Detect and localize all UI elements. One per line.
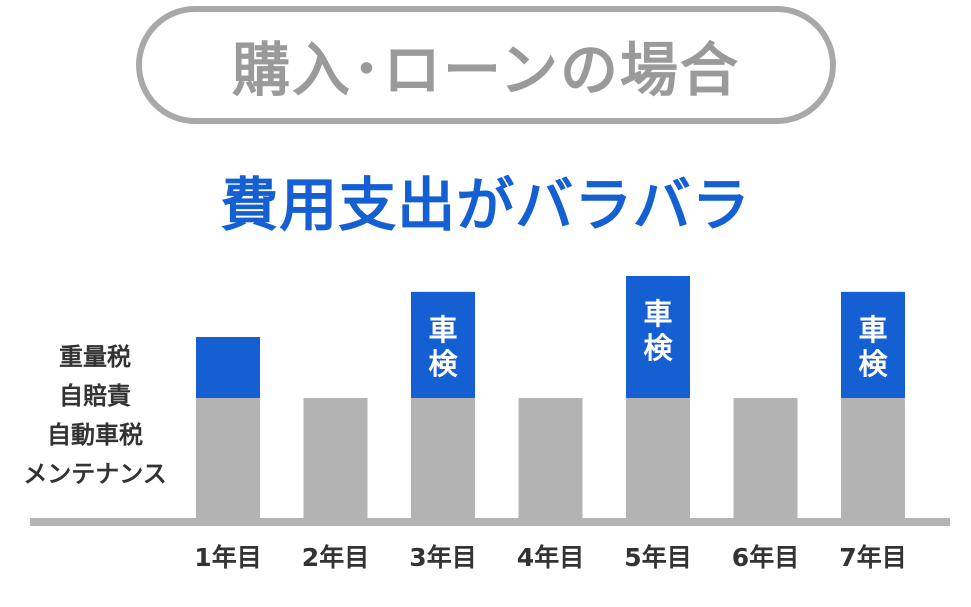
bar-segment-label: 車: [643, 297, 672, 331]
bar-segment-label: 検: [643, 331, 673, 365]
bar-base-segment: [518, 398, 583, 520]
x-tick-label: 6年目: [732, 543, 799, 572]
legend-item-maintenance: メンテナンス: [23, 460, 167, 488]
bar-base-segment: [196, 398, 260, 520]
bar-segment-label: 車: [428, 313, 457, 347]
bar-base-segment: [411, 398, 475, 520]
legend-item-weight-tax: 重量税: [59, 343, 131, 371]
x-tick-label: 5年目: [624, 543, 691, 572]
legend-item-insurance: 自賠責: [59, 382, 131, 410]
bar-base-segment: [303, 398, 368, 520]
bar-extra-segment: [626, 276, 690, 398]
headline: 費用支出がバラバラ: [220, 171, 751, 239]
bar-extra-segment: [411, 291, 475, 398]
x-tick-label: 3年目: [409, 543, 476, 572]
bar-base-segment: [626, 398, 690, 520]
x-tick-label: 7年目: [839, 543, 906, 572]
x-axis-line: [30, 518, 950, 526]
bar-base-segment: [841, 398, 905, 520]
cost-items-legend: 重量税 自賠責 自動車税 メンテナンス: [0, 338, 190, 494]
x-tick-label: 4年目: [517, 543, 584, 572]
bar-extra-segment: [196, 337, 260, 398]
title-pill-text: 購入･ローンの場合: [231, 36, 741, 104]
bar-segment-label: 検: [428, 347, 458, 381]
x-tick-label: 1年目: [194, 543, 261, 572]
bar-base-segment: [733, 398, 798, 520]
bar-extra-segment: [841, 291, 905, 398]
x-tick-label: 2年目: [302, 543, 369, 572]
bar-segment-label: 車: [858, 313, 887, 347]
bar-segment-label: 検: [858, 347, 888, 381]
legend-item-car-tax: 自動車税: [47, 421, 143, 449]
title-pill: 購入･ローンの場合: [136, 6, 836, 124]
